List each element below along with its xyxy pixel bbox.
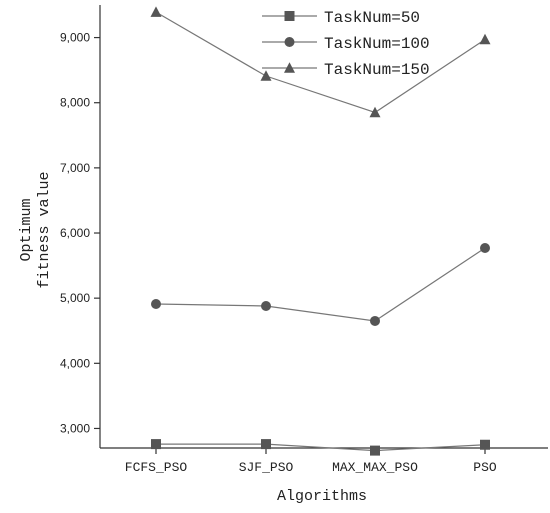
x-ticks: FCFS_PSO SJF_PSO MAX_MAX_PSO PSO xyxy=(125,448,497,475)
legend-marker xyxy=(284,37,295,47)
series-line xyxy=(156,443,486,452)
legend-label: TaskNum=100 xyxy=(324,35,430,53)
data-point xyxy=(369,106,381,118)
y-axis-title-line-1: Optimum xyxy=(18,198,35,261)
data-point xyxy=(261,439,271,450)
data-point xyxy=(150,6,162,17)
data-point xyxy=(480,439,490,450)
y-axis-title: Optimum fitness value xyxy=(18,171,53,288)
y-ticks: 3,000 4,000 5,000 6,000 7,000 8,000 9,000 xyxy=(60,31,100,435)
legend-item: TaskNum=150 xyxy=(262,61,430,79)
y-tick-label: 8,000 xyxy=(60,96,90,110)
y-axis-title-line-2: fitness value xyxy=(36,171,53,288)
data-point xyxy=(151,299,161,310)
legend-marker xyxy=(284,11,295,21)
y-tick-label: 6,000 xyxy=(60,226,90,240)
data-point xyxy=(480,242,490,253)
series-circle xyxy=(151,242,490,326)
legend-item: TaskNum=50 xyxy=(262,9,420,27)
series-square xyxy=(151,439,490,456)
y-tick-label: 9,000 xyxy=(60,31,90,45)
x-tick-label: PSO xyxy=(473,460,497,475)
x-axis-title: Algorithms xyxy=(277,488,367,505)
legend: TaskNum=50 TaskNum=100 TaskNum=150 xyxy=(262,9,430,79)
legend-label: TaskNum=150 xyxy=(324,61,430,79)
y-tick-label: 7,000 xyxy=(60,161,90,175)
series-triangle xyxy=(150,6,491,118)
x-tick-label: MAX_MAX_PSO xyxy=(332,460,418,475)
data-point xyxy=(370,315,380,326)
y-tick-label: 3,000 xyxy=(60,421,90,435)
series-layer xyxy=(150,6,491,456)
legend-label: TaskNum=50 xyxy=(324,9,420,27)
data-point xyxy=(479,33,491,45)
data-point xyxy=(260,70,272,81)
legend-marker xyxy=(284,62,295,73)
data-point xyxy=(370,445,380,456)
legend-item: TaskNum=100 xyxy=(262,35,430,53)
x-tick-label: FCFS_PSO xyxy=(125,460,188,475)
y-tick-label: 4,000 xyxy=(60,356,90,370)
series-line xyxy=(155,11,486,114)
series-line xyxy=(155,247,486,322)
y-tick-label: 5,000 xyxy=(60,291,90,305)
data-point xyxy=(151,439,161,450)
x-tick-label: SJF_PSO xyxy=(239,460,294,475)
data-point xyxy=(261,300,271,311)
